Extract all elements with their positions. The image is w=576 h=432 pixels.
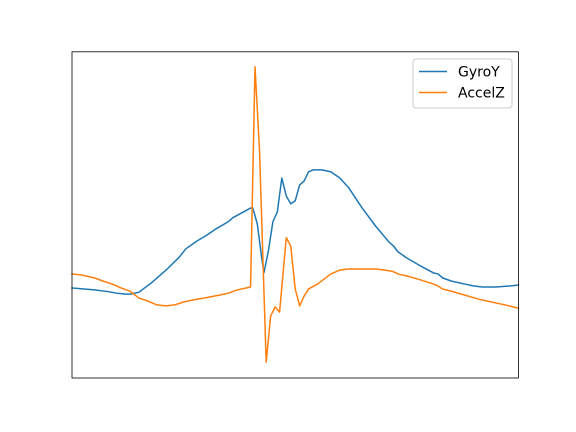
- legend-label-accelz: AccelZ: [458, 86, 505, 102]
- series-layer: [71, 66, 520, 363]
- plot-area: [71, 66, 520, 363]
- legend: GyroY AccelZ: [412, 58, 513, 109]
- axes-frame: [71, 51, 519, 379]
- legend-label-gyroy: GyroY: [458, 65, 500, 81]
- series-line-accelz: [71, 66, 520, 363]
- series-line-gyroy: [71, 169, 520, 295]
